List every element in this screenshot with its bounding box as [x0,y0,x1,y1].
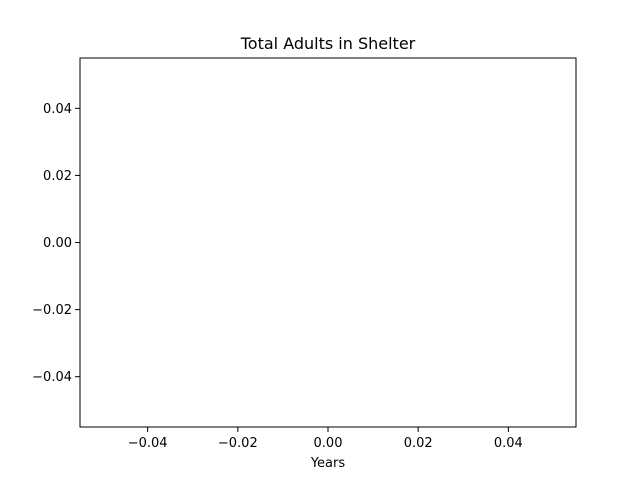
y-tick-label: −0.02 [32,303,72,318]
y-axis-ticks: −0.04 −0.02 0.00 0.02 0.04 [32,102,80,385]
y-tick-label: −0.04 [32,370,72,385]
x-axis-ticks: −0.04 −0.02 0.00 0.02 0.04 [128,427,523,451]
plot-area [79,57,577,428]
x-tick-label: 0.02 [404,436,433,451]
chart-title: Total Adults in Shelter [240,34,416,53]
y-tick-label: 0.02 [43,169,72,184]
x-tick-label: 0.00 [314,436,343,451]
y-tick-label: 0.00 [43,236,72,251]
x-tick-label: −0.04 [128,436,168,451]
y-tick-label: 0.04 [43,102,72,117]
x-tick-label: −0.02 [218,436,258,451]
x-tick-label: 0.04 [494,436,523,451]
x-axis-label: Years [310,456,346,471]
